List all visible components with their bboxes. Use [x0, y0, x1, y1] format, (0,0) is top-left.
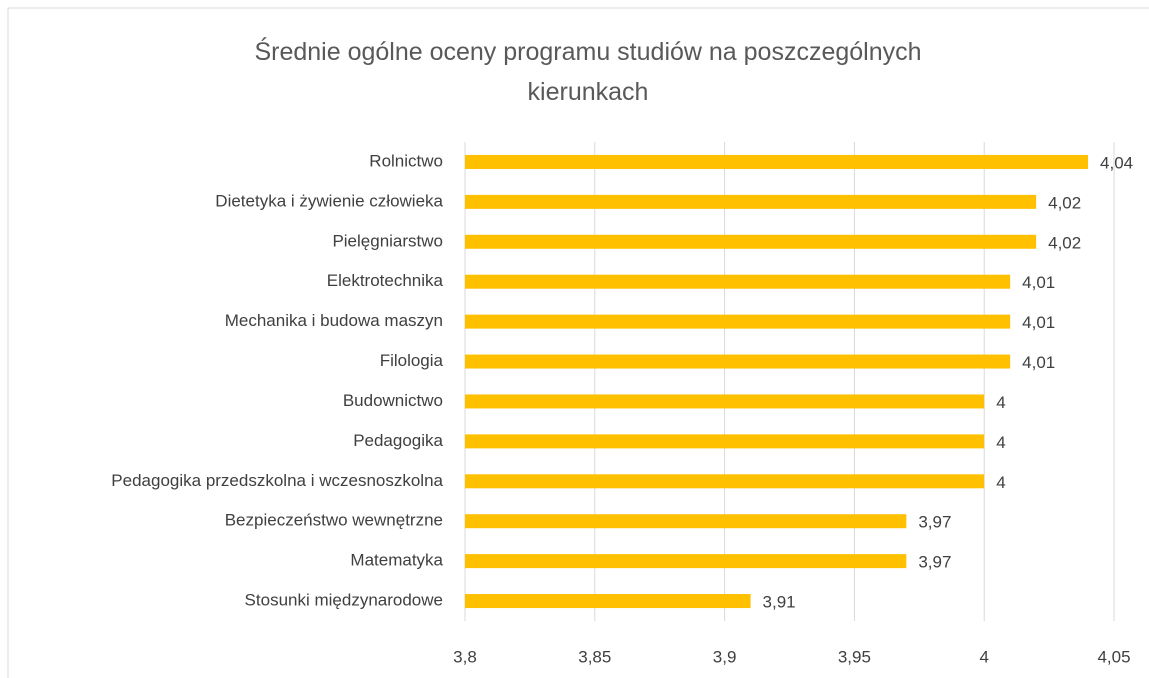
x-tick-label: 4: [979, 647, 988, 666]
y-tick-label: Pielęgniarstwo: [332, 231, 443, 250]
bar: [465, 154, 1089, 169]
y-tick-label: Budownictwo: [343, 391, 443, 410]
data-label: 4,04: [1100, 153, 1133, 172]
data-label: 4,01: [1022, 313, 1055, 332]
data-label: 4,02: [1048, 233, 1081, 252]
data-label: 4: [996, 433, 1005, 452]
x-tick-label: 4,05: [1097, 647, 1130, 666]
bar: [465, 194, 1037, 209]
data-label: 3,97: [918, 513, 951, 532]
data-label: 4: [996, 473, 1005, 492]
y-tick-label: Pedagogika przedszkolna i wczesnoszkolna: [111, 471, 443, 490]
y-tick-label: Dietetyka i żywienie człowieka: [215, 191, 443, 210]
bar: [465, 354, 1011, 369]
data-label: 4: [996, 393, 1005, 412]
bar: [465, 474, 985, 489]
data-label: 4,01: [1022, 273, 1055, 292]
bar: [465, 234, 1037, 249]
y-tick-label: Mechanika i budowa maszyn: [225, 311, 443, 330]
bar: [465, 554, 907, 569]
bar: [465, 274, 1011, 289]
y-tick-label: Elektrotechnika: [327, 271, 444, 290]
bar: [465, 434, 985, 449]
data-label: 3,97: [918, 553, 951, 572]
bar: [465, 514, 907, 529]
bar: [465, 394, 985, 409]
x-tick-label: 3,9: [713, 647, 737, 666]
y-tick-label: Bezpieczeństwo wewnętrzne: [225, 511, 443, 530]
x-tick-label: 3,85: [578, 647, 611, 666]
chart-border: [7, 7, 1149, 678]
bar: [465, 594, 751, 609]
chart-title: Średnie ogólne oceny programu studiów na…: [254, 38, 922, 106]
y-tick-label: Rolnictwo: [369, 151, 443, 170]
y-tick-label: Stosunki międzynarodowe: [245, 591, 443, 610]
y-tick-label: Filologia: [380, 351, 444, 370]
x-tick-label: 3,95: [838, 647, 871, 666]
data-label: 3,91: [763, 593, 796, 612]
y-tick-label: Pedagogika: [353, 431, 443, 450]
data-label: 4,01: [1022, 353, 1055, 372]
y-tick-label: Matematyka: [350, 551, 443, 570]
bar: [465, 314, 1011, 329]
data-label: 4,02: [1048, 193, 1081, 212]
x-tick-label: 3,8: [453, 647, 477, 666]
